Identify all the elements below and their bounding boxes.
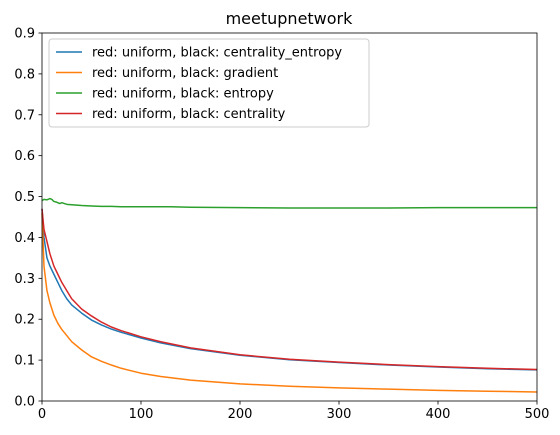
y-tick-label: 0.3 xyxy=(14,272,35,287)
y-tick-label: 0.9 xyxy=(14,27,35,42)
legend-box xyxy=(48,38,370,128)
series-line-3 xyxy=(41,208,538,371)
series-line-2 xyxy=(41,197,537,209)
x-tick-label: 100 xyxy=(129,407,154,422)
legend-label-0: red: uniform, black: centrality_entropy xyxy=(92,46,342,61)
y-tick-label: 0.1 xyxy=(14,354,35,369)
y-tick-label: 0.8 xyxy=(14,67,35,82)
legend-label-2: red: uniform, black: entropy xyxy=(92,87,274,102)
x-tick-label: 200 xyxy=(228,407,253,422)
x-tick-label: 0 xyxy=(38,407,46,422)
y-tick-label: 0.4 xyxy=(14,231,35,246)
legend-label-1: red: uniform, black: gradient xyxy=(92,66,278,81)
series-layer xyxy=(41,197,538,393)
x-tick-label: 400 xyxy=(426,407,451,422)
y-tick-label: 0.2 xyxy=(14,313,35,328)
legend: red: uniform, black: centrality_entropyr… xyxy=(48,38,370,128)
y-tick-label: 0.7 xyxy=(14,108,35,123)
y-tick-label: 0.6 xyxy=(14,149,35,164)
series-line-0 xyxy=(41,208,538,371)
x-tick-label: 500 xyxy=(525,407,550,422)
axes-layer: 0 100 200 300 400 500 0.0 0.1 0.2 0.3 0.4 0.5 0.6 0.7… xyxy=(14,27,549,423)
x-tick-label: 300 xyxy=(327,407,352,422)
y-tick-label: 0.0 xyxy=(14,395,35,410)
y-tick-label: 0.5 xyxy=(14,190,35,205)
plot-frame xyxy=(41,32,538,402)
series-line-1 xyxy=(41,212,538,393)
chart-title: meetupnetwork xyxy=(226,9,354,28)
legend-label-3: red: uniform, black: centrality xyxy=(92,107,286,122)
